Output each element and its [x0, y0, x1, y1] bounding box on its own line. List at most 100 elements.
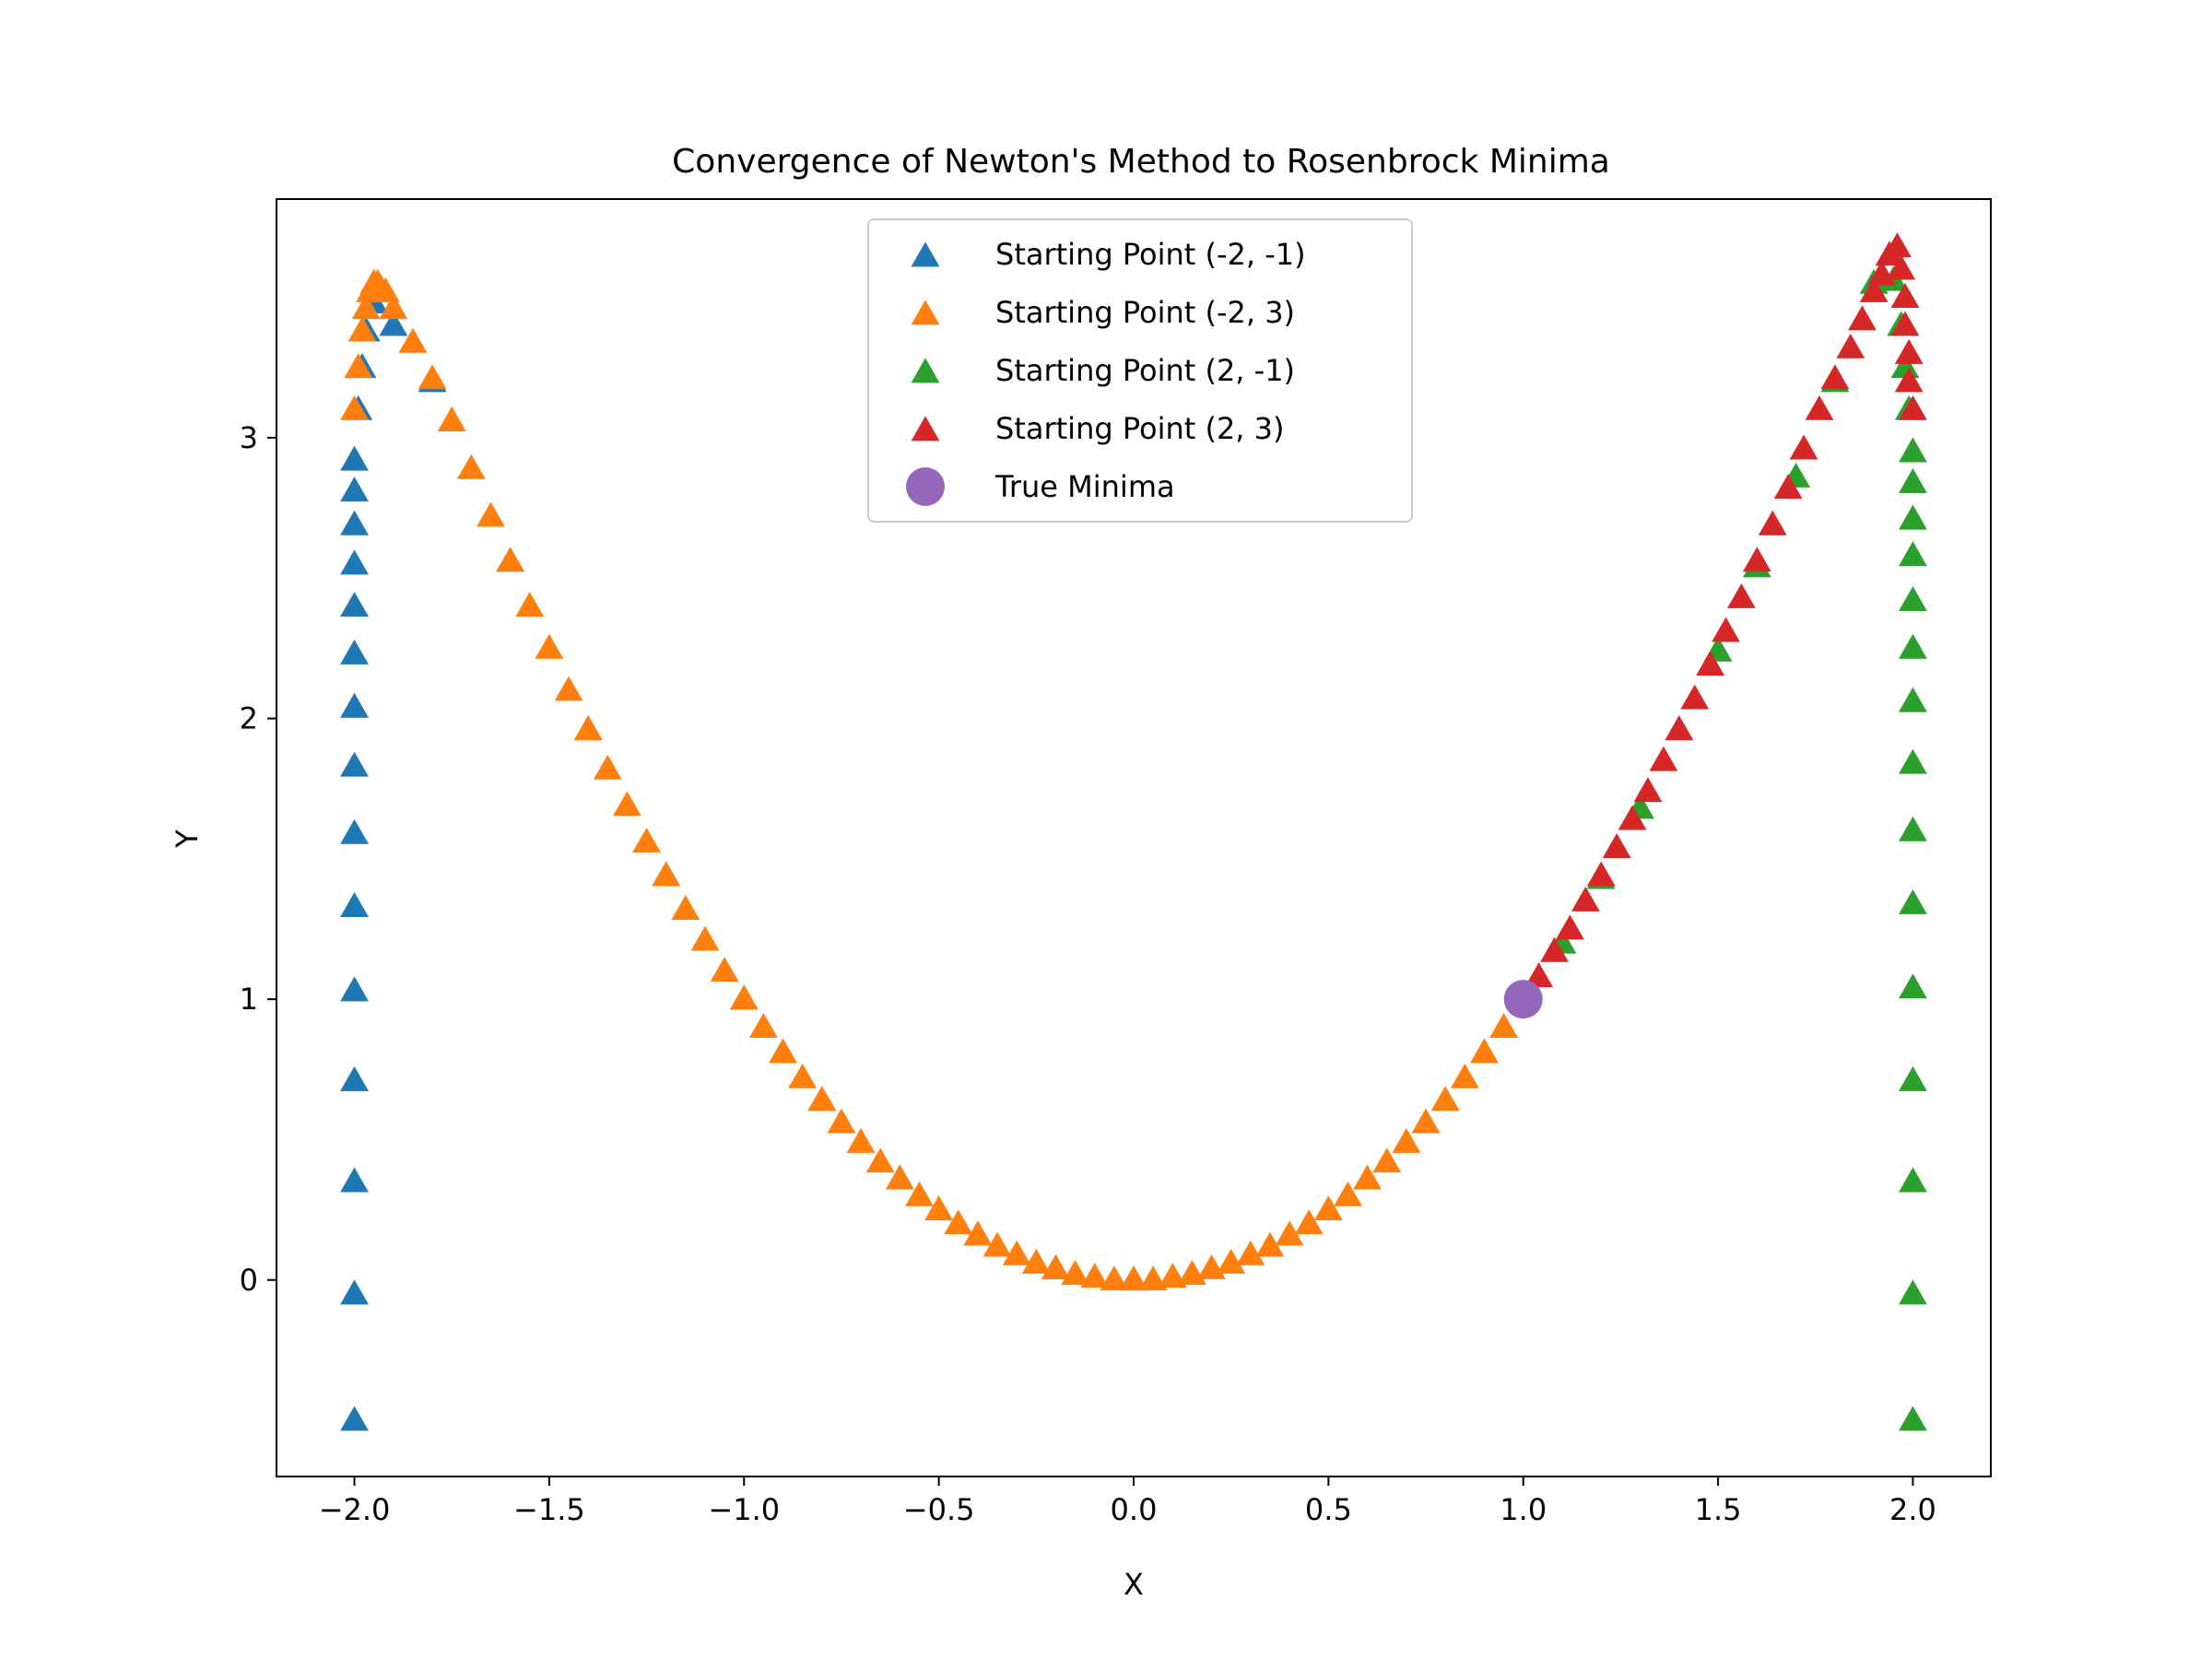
series-4-point: [1633, 777, 1663, 803]
series-4-point: [1696, 651, 1725, 677]
series-4-point: [1836, 333, 1865, 359]
series-1-point: [340, 1065, 369, 1091]
series-2-point: [1411, 1108, 1441, 1134]
series-4-point: [1571, 886, 1600, 912]
series-4-point: [1789, 434, 1818, 460]
series-1-point: [340, 818, 369, 844]
series-2-point: [1334, 1181, 1362, 1206]
series-3-point: [1899, 1167, 1927, 1193]
series-2-point: [1255, 1231, 1285, 1257]
series-2-point: [1158, 1263, 1187, 1288]
data-marks: [340, 232, 1927, 1431]
series-2-point: [1236, 1240, 1265, 1265]
series-2-point: [515, 592, 545, 618]
series-1-point: [340, 1406, 369, 1431]
series-2-point: [885, 1164, 914, 1190]
y-tick-label: 2: [240, 701, 258, 736]
series-2-point: [340, 394, 369, 420]
series-2-point: [944, 1209, 973, 1235]
series-2-point: [1470, 1038, 1499, 1064]
series-4-point: [1894, 338, 1924, 364]
legend-frame: [867, 218, 1413, 523]
x-axis-label: X: [1124, 1567, 1144, 1602]
series-2-point: [593, 754, 622, 780]
series-4-point: [1712, 617, 1740, 642]
series-4-point: [1618, 805, 1647, 830]
series-2-point: [1489, 1012, 1518, 1038]
series-1-point: [340, 976, 369, 1002]
x-tick-label: 2.0: [1889, 1492, 1936, 1527]
series-2-point: [1217, 1248, 1246, 1274]
series-3-point: [1899, 468, 1927, 494]
x-tick-label: −0.5: [903, 1492, 975, 1527]
series-4-point: [1848, 305, 1877, 331]
series-4-point: [1524, 962, 1554, 988]
series-2-point: [347, 316, 377, 342]
series-2-point: [418, 364, 447, 390]
series-4-point: [1586, 861, 1616, 887]
series-4-point: [1875, 241, 1904, 266]
series-2-point: [1372, 1147, 1402, 1173]
series-2-point: [1313, 1194, 1343, 1220]
series-2-point: [769, 1038, 797, 1064]
series-2-point: [710, 957, 739, 982]
series-2-point: [344, 353, 373, 379]
series-1-point: [340, 1167, 369, 1193]
x-tick-label: 1.0: [1500, 1492, 1547, 1527]
series-4-point: [1773, 474, 1803, 500]
series-2-point: [1080, 1263, 1110, 1288]
series-4-point: [1680, 684, 1710, 710]
series-2-point: [613, 791, 641, 817]
y-tick-label: 3: [240, 420, 258, 455]
x-tick-label: 1.5: [1695, 1492, 1742, 1527]
series-2-point: [827, 1108, 856, 1134]
series-4-point: [1820, 364, 1850, 390]
series-2-point: [477, 501, 505, 527]
series-2-point: [1294, 1209, 1324, 1235]
series-3-point: [1899, 633, 1927, 659]
series-4-point: [1899, 394, 1927, 420]
x-axis-ticks: −2.0 −1.5 −1.0 −0.5 0.0 0.5 1.0 1.5 2.0: [319, 1477, 1936, 1527]
series-3-point: [1899, 973, 1927, 999]
series-3-point: [1899, 504, 1927, 530]
series-2-point: [963, 1220, 993, 1246]
series-4-point: [1727, 582, 1756, 608]
series-2-point: [1392, 1127, 1421, 1153]
series-1-point: [340, 510, 369, 535]
series-2-point: [729, 984, 759, 1010]
series-2-group: [340, 268, 1538, 1291]
series-2-point: [1100, 1265, 1129, 1291]
x-tick-label: −1.5: [513, 1492, 585, 1527]
series-1-point: [340, 549, 369, 575]
series-1-point: [340, 445, 369, 471]
series-2-point: [554, 676, 583, 701]
series-2-point: [1021, 1248, 1051, 1274]
y-tick-label: 0: [240, 1263, 258, 1298]
series-2-point: [1430, 1086, 1460, 1112]
series-4-point: [1887, 254, 1916, 280]
series-5-point: [1503, 980, 1543, 1019]
series-3-point: [1899, 541, 1927, 567]
series-1-point: [340, 1279, 369, 1305]
series-1-point: [340, 751, 369, 777]
series-4-point: [1540, 936, 1569, 962]
series-3-point: [1899, 888, 1927, 914]
series-2-point: [1002, 1240, 1031, 1265]
series-2-point: [690, 925, 720, 951]
series-4-point: [1556, 914, 1584, 940]
series-3-point: [1899, 816, 1927, 841]
series-5-group: [1503, 980, 1543, 1019]
series-2-point: [632, 827, 661, 853]
series-2-point: [1138, 1265, 1168, 1291]
legend-label: Starting Point (2, -1): [995, 353, 1295, 388]
series-2-point: [437, 406, 466, 431]
x-tick-label: −1.0: [708, 1492, 780, 1527]
series-4-point: [1602, 833, 1631, 859]
y-axis-ticks: 0 1 2 3: [240, 420, 276, 1298]
series-4-point: [1649, 746, 1678, 771]
series-2-point: [1041, 1253, 1070, 1279]
series-2-point: [351, 294, 381, 320]
y-tick-label: 1: [240, 982, 258, 1017]
series-3-point: [1899, 748, 1927, 774]
